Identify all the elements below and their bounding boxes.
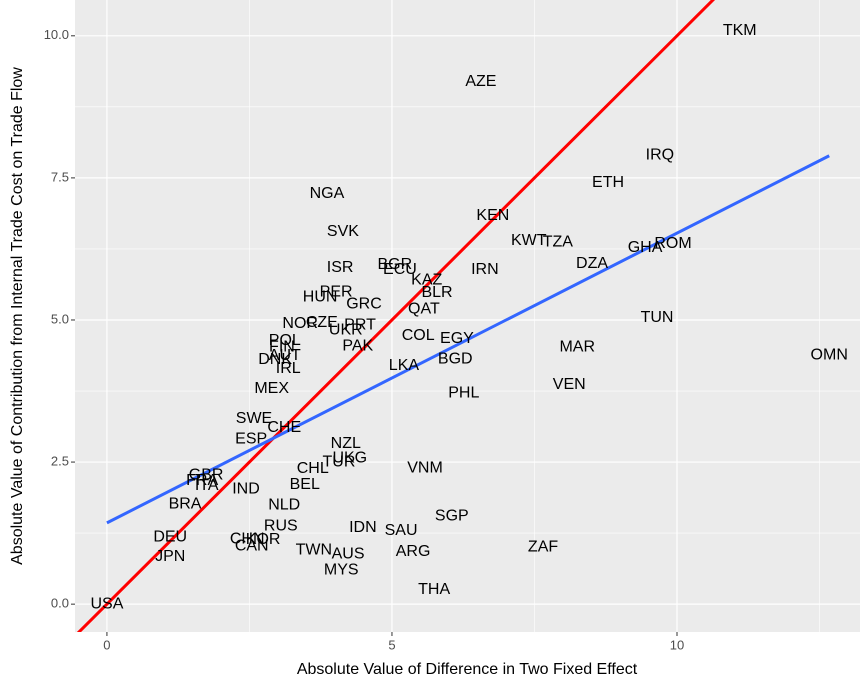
point-label: LKA — [389, 357, 420, 374]
y-tick-label: 7.5 — [51, 169, 69, 184]
point-label: BGR — [377, 256, 412, 273]
x-tick-label: 10 — [670, 637, 684, 652]
point-label: OMN — [811, 346, 848, 363]
point-label: BGD — [438, 350, 473, 367]
fit-line — [76, 0, 716, 632]
point-label: UKR — [329, 321, 363, 338]
point-label: CHL — [297, 460, 329, 477]
point-label: BEL — [290, 476, 320, 493]
point-label: AZE — [465, 73, 496, 90]
point-label: SAU — [385, 522, 418, 539]
point-label: ARG — [396, 543, 431, 560]
point-label: POL — [269, 332, 301, 349]
point-label: MEX — [254, 380, 289, 397]
point-label: RUS — [264, 518, 298, 535]
point-label: ISR — [327, 259, 354, 276]
point-label: TUN — [641, 309, 674, 326]
point-label: VNM — [407, 460, 443, 477]
point-label: ZAF — [528, 539, 558, 556]
point-label: NGA — [310, 185, 345, 202]
point-label: QAT — [408, 300, 440, 317]
point-label: TKM — [723, 22, 757, 39]
point-label: PRT — [344, 316, 376, 333]
point-label: GHA — [628, 239, 663, 256]
point-label: VEN — [553, 376, 586, 393]
point-label: NOR — [282, 315, 318, 332]
x-tick-label: 5 — [388, 637, 395, 652]
point-label: UKG — [332, 449, 367, 466]
point-label: NZL — [331, 435, 361, 452]
point-label: SWE — [236, 410, 272, 427]
point-label: TWN — [296, 541, 332, 558]
y-axis-title: Absolute Value of Contribution from Inte… — [9, 67, 26, 565]
point-label: EGY — [440, 330, 474, 347]
y-tick-label: 5.0 — [51, 311, 69, 326]
point-label: FRA — [186, 472, 218, 489]
point-label: BRA — [169, 495, 202, 512]
point-label: AUS — [332, 545, 365, 562]
point-label: KEN — [476, 207, 509, 224]
point-label: CZE — [306, 314, 338, 331]
point-label: TUR — [323, 453, 356, 470]
point-label: CHN — [230, 531, 265, 548]
fit-lines — [76, 0, 830, 632]
point-label: NLD — [268, 496, 300, 513]
point-label: ESP — [235, 431, 267, 448]
point-label: PER — [320, 283, 353, 300]
point-label: GRC — [346, 295, 382, 312]
x-axis-title: Absolute Value of Difference in Two Fixe… — [297, 661, 638, 678]
point-label: KWT — [511, 232, 547, 249]
panel — [75, 0, 860, 632]
point-label: MAR — [559, 338, 595, 355]
grid — [75, 0, 860, 632]
point-label: BLR — [421, 284, 452, 301]
point-label: IDN — [349, 519, 377, 536]
point-label: ETH — [592, 174, 624, 191]
point-label: KOR — [246, 531, 281, 548]
point-label: CHE — [267, 419, 301, 436]
y-tick-label: 0.0 — [51, 596, 69, 611]
point-label: PAK — [342, 337, 373, 354]
fit-line — [106, 154, 830, 525]
point-label: JPN — [155, 548, 185, 565]
point-label: IRQ — [646, 146, 674, 163]
point-label: IRL — [276, 360, 301, 377]
y-tick-label: 2.5 — [51, 454, 69, 469]
point-label: THA — [418, 581, 450, 598]
y-tick-label: 10.0 — [44, 27, 69, 42]
x-tick-label: 0 — [103, 637, 110, 652]
point-label: DZA — [576, 255, 608, 272]
point-label: SVK — [327, 223, 359, 240]
point-label: HUN — [303, 288, 338, 305]
point-label: USA — [90, 595, 123, 612]
point-label: ITA — [195, 477, 219, 494]
point-label: FIN — [269, 338, 295, 355]
point-label: MYS — [324, 561, 359, 578]
point-label: ROM — [654, 235, 691, 252]
point-label: KAZ — [411, 271, 442, 288]
point-label: PHL — [448, 385, 479, 402]
point-label: SGP — [435, 507, 469, 524]
point-label: IND — [232, 481, 260, 498]
point-label: TZA — [543, 233, 574, 250]
point-label: DNK — [258, 351, 292, 368]
point-label: ECU — [383, 261, 417, 278]
point-label: GBR — [189, 466, 224, 483]
point-label: IRN — [471, 261, 499, 278]
point-label: COL — [402, 327, 435, 344]
point-label: AUT — [269, 347, 301, 364]
point-label: DEU — [153, 528, 187, 545]
point-label: CAN — [235, 537, 269, 554]
